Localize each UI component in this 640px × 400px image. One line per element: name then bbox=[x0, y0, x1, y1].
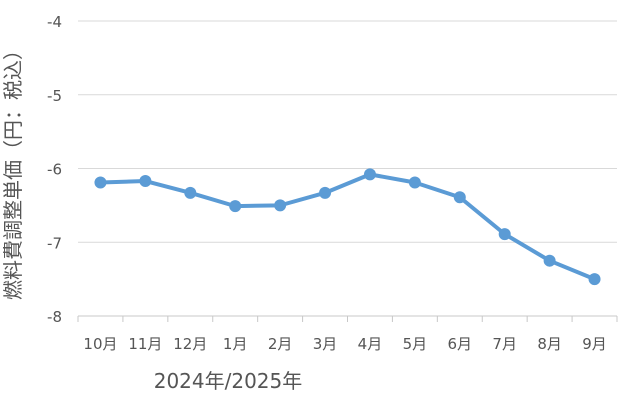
data-point bbox=[184, 186, 197, 199]
data-point bbox=[453, 191, 466, 204]
series-layer bbox=[94, 168, 601, 286]
x-tick-label: 3月 bbox=[313, 335, 338, 353]
x-tick-label: 11月 bbox=[128, 335, 162, 353]
x-axis-title: 2024年/2025年 bbox=[154, 369, 303, 393]
series-line bbox=[98, 172, 597, 282]
data-point bbox=[363, 168, 376, 181]
x-tick-label: 10月 bbox=[83, 335, 117, 353]
y-axis-ticks: -4 -5 -6 -7 -8 bbox=[47, 13, 62, 326]
x-tick-label: 9月 bbox=[582, 335, 607, 353]
data-point bbox=[274, 199, 287, 212]
data-point bbox=[94, 176, 107, 189]
y-tick-label: -6 bbox=[47, 161, 62, 179]
x-axis bbox=[77, 315, 618, 322]
x-tick-label: 1月 bbox=[223, 335, 248, 353]
gridlines bbox=[78, 20, 617, 243]
x-tick-label: 4月 bbox=[358, 335, 383, 353]
data-point bbox=[498, 228, 511, 241]
x-tick-label: 8月 bbox=[537, 335, 562, 353]
data-point bbox=[543, 254, 556, 267]
y-tick-label: -4 bbox=[47, 13, 62, 31]
data-point bbox=[139, 175, 152, 188]
y-axis-title: 燃料費調整単価（円：税込） bbox=[1, 40, 25, 300]
y-tick-label: -8 bbox=[47, 308, 62, 326]
y-tick-label: -5 bbox=[47, 87, 62, 105]
x-tick-label: 12月 bbox=[173, 335, 207, 353]
x-axis-ticks: 10月 11月 12月 1月 2月 3月 4月 5月 6月 7月 8月 9月 bbox=[83, 335, 606, 353]
x-tick-label: 7月 bbox=[492, 335, 517, 353]
x-tick-label: 6月 bbox=[448, 335, 473, 353]
data-point bbox=[588, 273, 601, 286]
data-point bbox=[229, 200, 242, 213]
data-point bbox=[319, 186, 332, 199]
x-tick-label: 5月 bbox=[403, 335, 428, 353]
data-point bbox=[408, 176, 421, 189]
y-tick-label: -7 bbox=[47, 234, 62, 252]
x-tick-label: 2月 bbox=[268, 335, 293, 353]
